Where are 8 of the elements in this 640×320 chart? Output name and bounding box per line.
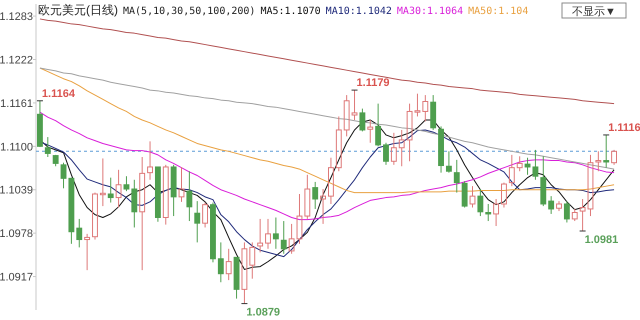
title: 欧元美元(日线) — [38, 3, 118, 17]
annotation: 1.0879 — [246, 306, 280, 319]
annotation: 1.1116 — [608, 122, 640, 134]
annotation: 1.1179 — [356, 77, 390, 90]
annotation: 1.0981 — [584, 234, 618, 246]
subtitle: MA(5,10,30,50,100,200) — [123, 6, 256, 17]
annotation: 1.1164 — [42, 88, 76, 100]
annotation: 不显示▼ — [572, 6, 616, 18]
